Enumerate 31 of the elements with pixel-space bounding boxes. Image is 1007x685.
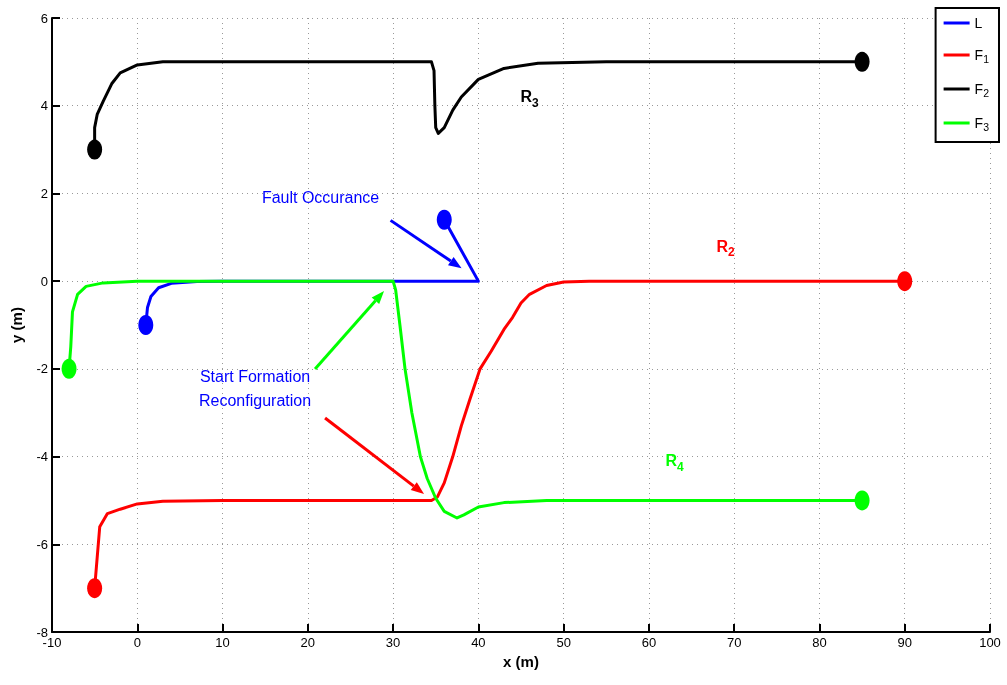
y-tick-label: -2 xyxy=(36,361,48,377)
x-tick-label: 80 xyxy=(812,635,827,650)
point xyxy=(61,358,77,379)
x-tick-label: 50 xyxy=(556,635,571,650)
point xyxy=(854,51,870,72)
x-axis-title: x (m) xyxy=(503,653,539,670)
y-tick-label: -4 xyxy=(36,449,48,465)
x-tick-label: 20 xyxy=(300,635,316,650)
x-tick-label: 100 xyxy=(979,635,1001,650)
legend-label: L xyxy=(974,15,983,31)
point xyxy=(436,209,452,230)
y-tick-label: 0 xyxy=(40,273,48,289)
y-tick-label: 2 xyxy=(40,185,48,201)
x-tick-label: 10 xyxy=(215,635,230,650)
point xyxy=(87,578,103,599)
y-tick-label: 4 xyxy=(40,98,48,114)
x-tick-label: 40 xyxy=(471,635,486,650)
point xyxy=(897,271,913,292)
x-tick-label: 30 xyxy=(385,635,401,650)
y-tick-label: -6 xyxy=(36,536,48,552)
x-tick-label: 90 xyxy=(897,635,912,650)
annotation: Start Formation Reconfiguration xyxy=(199,367,312,409)
x-tick-label: 60 xyxy=(641,635,657,650)
y-tick-label: 6 xyxy=(40,10,48,26)
y-axis-title: y (m) xyxy=(8,307,25,343)
point xyxy=(138,315,154,335)
x-tick-label: 0 xyxy=(133,635,141,650)
annotation: Fault Occurance xyxy=(261,188,380,206)
point xyxy=(854,490,870,511)
x-tick-label: 70 xyxy=(726,635,742,650)
point xyxy=(87,139,103,160)
